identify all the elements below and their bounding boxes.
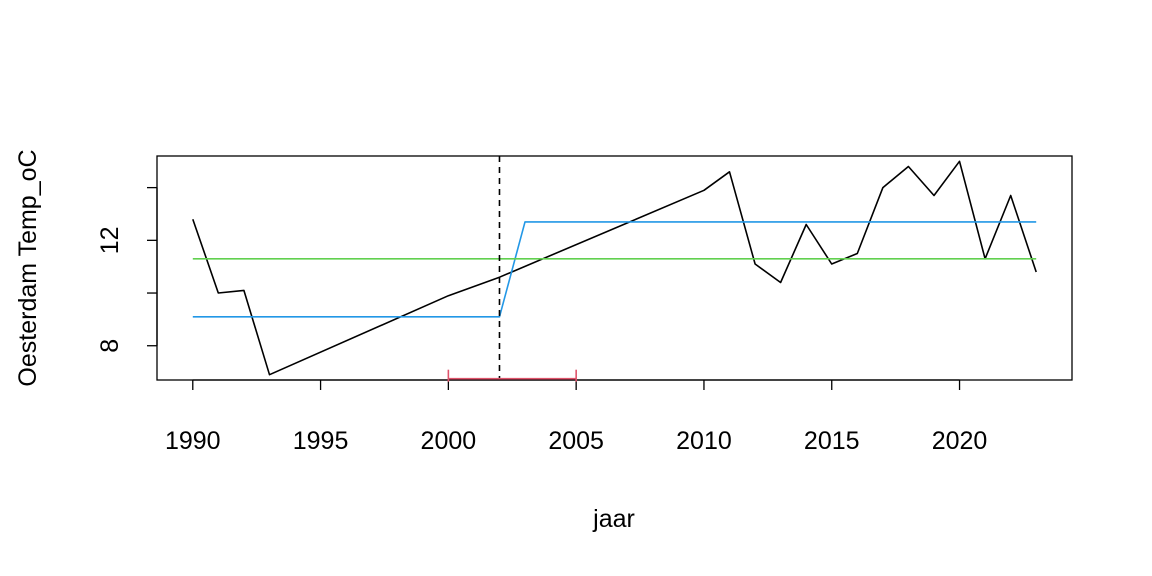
y-axis-title: Oesterdam Temp_oC [14,149,42,386]
x-tick-label: 2000 [421,427,477,455]
x-tick-label: 2005 [548,427,604,455]
x-axis-title: jaar [592,505,635,533]
x-tick-label: 1990 [165,427,221,455]
series-line-2 [192,221,1037,318]
y-tick-label: 8 [96,339,124,353]
x-tick-label: 1995 [293,427,349,455]
x-axis: 1990 1995 2000 2005 2010 2015 2020 [165,379,988,455]
plot-frame [156,155,1073,381]
series-line-1 [192,160,1037,376]
x-tick-label: 2020 [932,427,988,455]
y-axis: 8 12 [96,186,158,353]
x-tick-label: 2010 [676,427,732,455]
x-tick-label: 2015 [804,427,860,455]
y-tick-label: 12 [96,226,124,254]
series-layer [192,156,1037,382]
